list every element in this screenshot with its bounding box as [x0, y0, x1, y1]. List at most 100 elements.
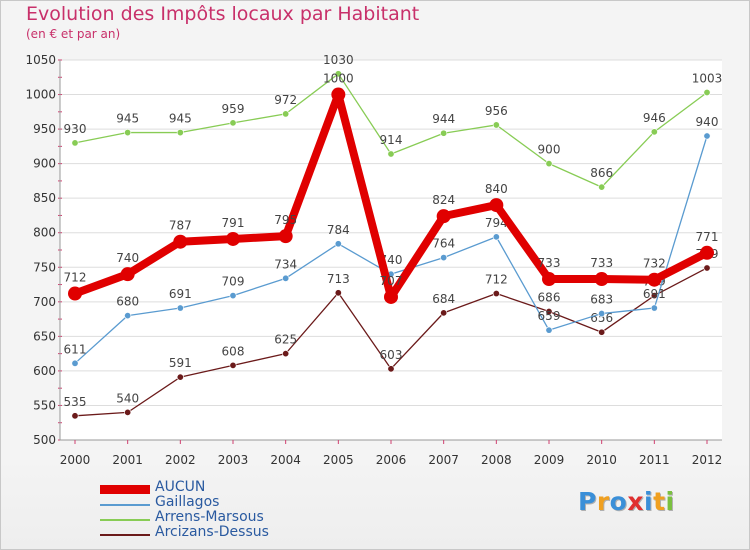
data-point-aucun [278, 229, 293, 244]
data-point-gaillagos [703, 132, 711, 140]
data-point-arrens-marsous [545, 160, 553, 168]
data-point-arcizans-dessus [334, 289, 342, 297]
data-point-arrens-marsous [71, 139, 79, 147]
legend-label-arcizans-dessus: Arcizans-Dessus [155, 524, 269, 540]
legend-swatch-arrens-marsous [100, 519, 150, 521]
data-label-arrens-marsous: 972 [274, 93, 297, 107]
data-point-arrens-marsous [229, 119, 237, 127]
data-point-arrens-marsous [387, 150, 395, 158]
x-tick-label: 2006 [376, 453, 407, 467]
y-tick-label: 550 [33, 398, 56, 412]
data-label-arcizans-dessus: 684 [432, 292, 455, 306]
data-point-aucun [226, 231, 240, 246]
data-point-arcizans-dessus [282, 350, 290, 358]
x-tick-label: 2000 [60, 453, 91, 467]
y-tick-label: 700 [33, 295, 56, 309]
data-label-arrens-marsous: 930 [64, 122, 87, 136]
data-point-aucun [594, 272, 609, 287]
data-label-arcizans-dessus: 535 [64, 395, 87, 409]
logo-letter: t [653, 487, 666, 516]
data-point-arcizans-dessus [71, 412, 79, 420]
data-point-aucun [331, 87, 346, 102]
data-label-aucun: 740 [116, 251, 139, 265]
x-tick-label: 2012 [692, 453, 723, 467]
y-tick-label: 800 [33, 226, 56, 240]
data-point-arcizans-dessus [176, 373, 184, 381]
logo-letter: P [578, 487, 597, 516]
data-point-aucun [489, 198, 504, 213]
data-label-arrens-marsous: 945 [169, 112, 192, 126]
data-label-arrens-marsous: 900 [538, 143, 561, 157]
legend-swatch-arcizans-dessus [100, 534, 150, 536]
y-tick-label: 900 [33, 157, 56, 171]
data-label-arcizans-dessus: 591 [169, 356, 192, 370]
data-label-arcizans-dessus: 686 [538, 290, 561, 304]
logo-letter: o [609, 487, 628, 516]
legend-item-aucun[interactable]: AUCUN [100, 479, 360, 497]
data-point-aucun [700, 245, 714, 260]
data-point-aucun [68, 286, 82, 301]
legend-swatch-gaillagos [100, 504, 150, 506]
data-point-arcizans-dessus [703, 264, 711, 272]
data-label-gaillagos: 709 [222, 275, 245, 289]
y-tick-label: 500 [33, 433, 56, 447]
data-label-arrens-marsous: 944 [432, 112, 455, 126]
data-label-arcizans-dessus: 540 [116, 391, 139, 405]
legend-label-arrens-marsous: Arrens-Marsous [155, 509, 264, 525]
data-point-gaillagos [71, 359, 79, 367]
data-point-aucun [173, 234, 188, 249]
data-label-aucun: 791 [222, 216, 245, 230]
legend: AUCUN Gaillagos Arrens-Marsous Arcizans-… [100, 479, 360, 542]
x-tick-label: 2002 [165, 453, 196, 467]
data-point-gaillagos [176, 304, 184, 312]
data-point-gaillagos [334, 240, 342, 248]
data-point-arrens-marsous [282, 110, 290, 118]
data-point-gaillagos [229, 292, 237, 300]
data-point-arrens-marsous [440, 129, 448, 137]
legend-item-arcizans-dessus[interactable]: Arcizans-Dessus [100, 524, 360, 542]
chart-title: Evolution des Impôts locaux par Habitant [26, 3, 420, 25]
data-label-aucun: 795 [274, 213, 297, 227]
data-label-aucun: 732 [643, 257, 666, 271]
data-point-arcizans-dessus [598, 328, 606, 336]
data-label-arrens-marsous: 945 [116, 112, 139, 126]
data-point-arcizans-dessus [440, 309, 448, 317]
data-point-arcizans-dessus [229, 361, 237, 369]
x-tick-label: 2007 [428, 453, 459, 467]
data-label-arcizans-dessus: 712 [485, 273, 508, 287]
data-point-arcizans-dessus [124, 408, 132, 416]
x-tick-label: 2009 [534, 453, 565, 467]
data-label-aucun: 733 [590, 256, 613, 270]
x-tick-label: 2004 [270, 453, 301, 467]
data-point-gaillagos [545, 326, 553, 334]
data-label-arrens-marsous: 1030 [323, 53, 354, 67]
legend-item-arrens-marsous[interactable]: Arrens-Marsous [100, 509, 360, 527]
data-point-arrens-marsous [334, 70, 342, 78]
y-tick-label: 1000 [25, 88, 56, 102]
data-point-aucun [436, 209, 451, 224]
data-label-arcizans-dessus: 603 [380, 348, 403, 362]
data-label-aucun: 733 [538, 256, 561, 270]
logo-letter: i [644, 487, 654, 516]
y-tick-label: 650 [33, 329, 56, 343]
y-tick-label: 600 [33, 364, 56, 378]
data-label-arrens-marsous: 866 [590, 166, 613, 180]
data-label-gaillagos: 691 [169, 287, 192, 301]
data-label-aucun: 1000 [323, 72, 354, 86]
y-tick-label: 1050 [25, 53, 56, 67]
data-label-gaillagos: 611 [64, 342, 87, 356]
data-point-gaillagos [598, 310, 606, 318]
x-tick-label: 2008 [481, 453, 512, 467]
proxiti-logo: Proxiti [578, 487, 675, 516]
data-label-arrens-marsous: 959 [222, 102, 245, 116]
legend-item-gaillagos[interactable]: Gaillagos [100, 494, 360, 512]
data-label-gaillagos: 691 [643, 287, 666, 301]
data-point-gaillagos [492, 233, 500, 241]
data-label-aucun: 707 [380, 274, 403, 288]
legend-swatch-aucun [100, 485, 150, 494]
data-point-arcizans-dessus [387, 365, 395, 373]
data-label-arcizans-dessus: 713 [327, 272, 350, 286]
x-tick-label: 2005 [323, 453, 354, 467]
data-point-aucun [542, 272, 556, 287]
